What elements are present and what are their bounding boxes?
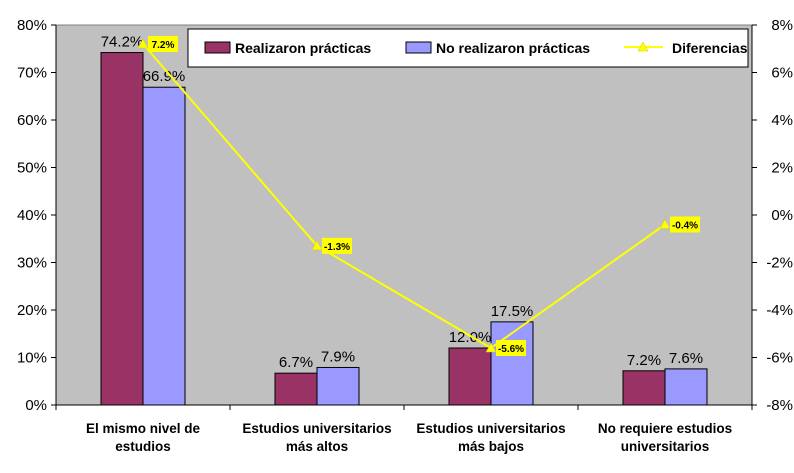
difference-marker — [137, 38, 149, 49]
category-label: más altos — [286, 439, 348, 454]
bar-realizaron — [448, 347, 492, 406]
legend-label-no-realizaron: No realizaron prácticas — [436, 40, 590, 56]
difference-label: -0.4% — [672, 221, 698, 232]
category-label: Estudios universitarios — [242, 421, 391, 436]
bars — [100, 52, 708, 406]
difference-marker — [485, 342, 497, 353]
difference-marker — [659, 218, 671, 229]
right-tick-label: -2% — [766, 255, 793, 272]
left-tick-label: 30% — [17, 255, 47, 272]
difference-label-box — [322, 237, 352, 254]
legend-swatch-no-realizaron — [405, 41, 432, 54]
bar-no-realizaron — [316, 366, 360, 406]
right-tick-label: 0% — [771, 207, 793, 224]
right-tick-label: -4% — [766, 302, 793, 319]
difference-line: 7.2% -1.3% -5.6% -0.4% — [137, 36, 700, 356]
difference-marker — [311, 240, 323, 251]
category-label: más bajos — [458, 439, 524, 454]
right-tick-label: 6% — [771, 65, 793, 82]
bar-no-realizaron — [664, 368, 708, 406]
difference-label: 7.2% — [152, 40, 175, 51]
right-tick-label: 2% — [771, 160, 793, 177]
right-tick-label: -6% — [766, 350, 793, 367]
left-axis-ticks: 0% 10% 20% 30% 40% 50% 60% 70% 80% — [17, 17, 753, 414]
category-labels: El mismo nivel de estudios Estudios univer… — [86, 421, 732, 454]
bar-no-realizaron — [490, 321, 534, 406]
bar-value-label: 17.5% — [491, 303, 534, 320]
right-axis-ticks: -8% -6% -4% -2% 0% 2% 4% 6% 8% — [751, 17, 793, 414]
left-tick-label: 70% — [17, 65, 47, 82]
bar-realizaron — [100, 52, 144, 406]
category-label: universitarios — [621, 439, 710, 454]
left-tick-label: 60% — [17, 112, 47, 129]
bar-value-label: 7.9% — [321, 348, 355, 365]
legend-swatch-realizaron — [204, 41, 231, 54]
left-tick-label: 0% — [25, 397, 47, 414]
category-label: No requiere estudios — [598, 421, 732, 436]
right-tick-label: 4% — [771, 112, 793, 129]
legend: Realizaron prácticas No realizaron práct… — [187, 28, 749, 68]
left-tick-label: 80% — [17, 17, 47, 34]
difference-polyline — [142, 43, 666, 350]
difference-label-box — [670, 216, 700, 233]
difference-label: -1.3% — [324, 242, 350, 253]
category-label: estudios — [115, 439, 171, 454]
difference-label: -5.6% — [498, 344, 524, 355]
bar-value-label: 7.2% — [627, 352, 661, 369]
left-tick-label: 20% — [17, 302, 47, 319]
bar-value-label: 7.6% — [669, 350, 703, 367]
legend-marker-diferencias — [637, 41, 649, 52]
bar-value-label: 74.2% — [101, 34, 144, 51]
legend-label-diferencias: Diferencias — [672, 40, 748, 56]
category-label: El mismo nivel de — [86, 421, 201, 436]
right-tick-label: -8% — [766, 397, 793, 414]
right-tick-label: 8% — [771, 17, 793, 34]
bar-no-realizaron — [142, 86, 186, 406]
bar-value-label: 66.9% — [143, 68, 186, 85]
bar-realizaron — [622, 370, 666, 406]
bar-realizaron — [274, 372, 318, 406]
bar-value-label: 6.7% — [279, 354, 313, 371]
category-label: Estudios universitarios — [416, 421, 565, 436]
difference-label-box — [496, 340, 526, 356]
left-tick-label: 50% — [17, 160, 47, 177]
legend-label-realizaron: Realizaron prácticas — [235, 40, 371, 56]
left-tick-label: 10% — [17, 350, 47, 367]
left-tick-label: 40% — [17, 207, 47, 224]
difference-label-box — [148, 36, 178, 52]
